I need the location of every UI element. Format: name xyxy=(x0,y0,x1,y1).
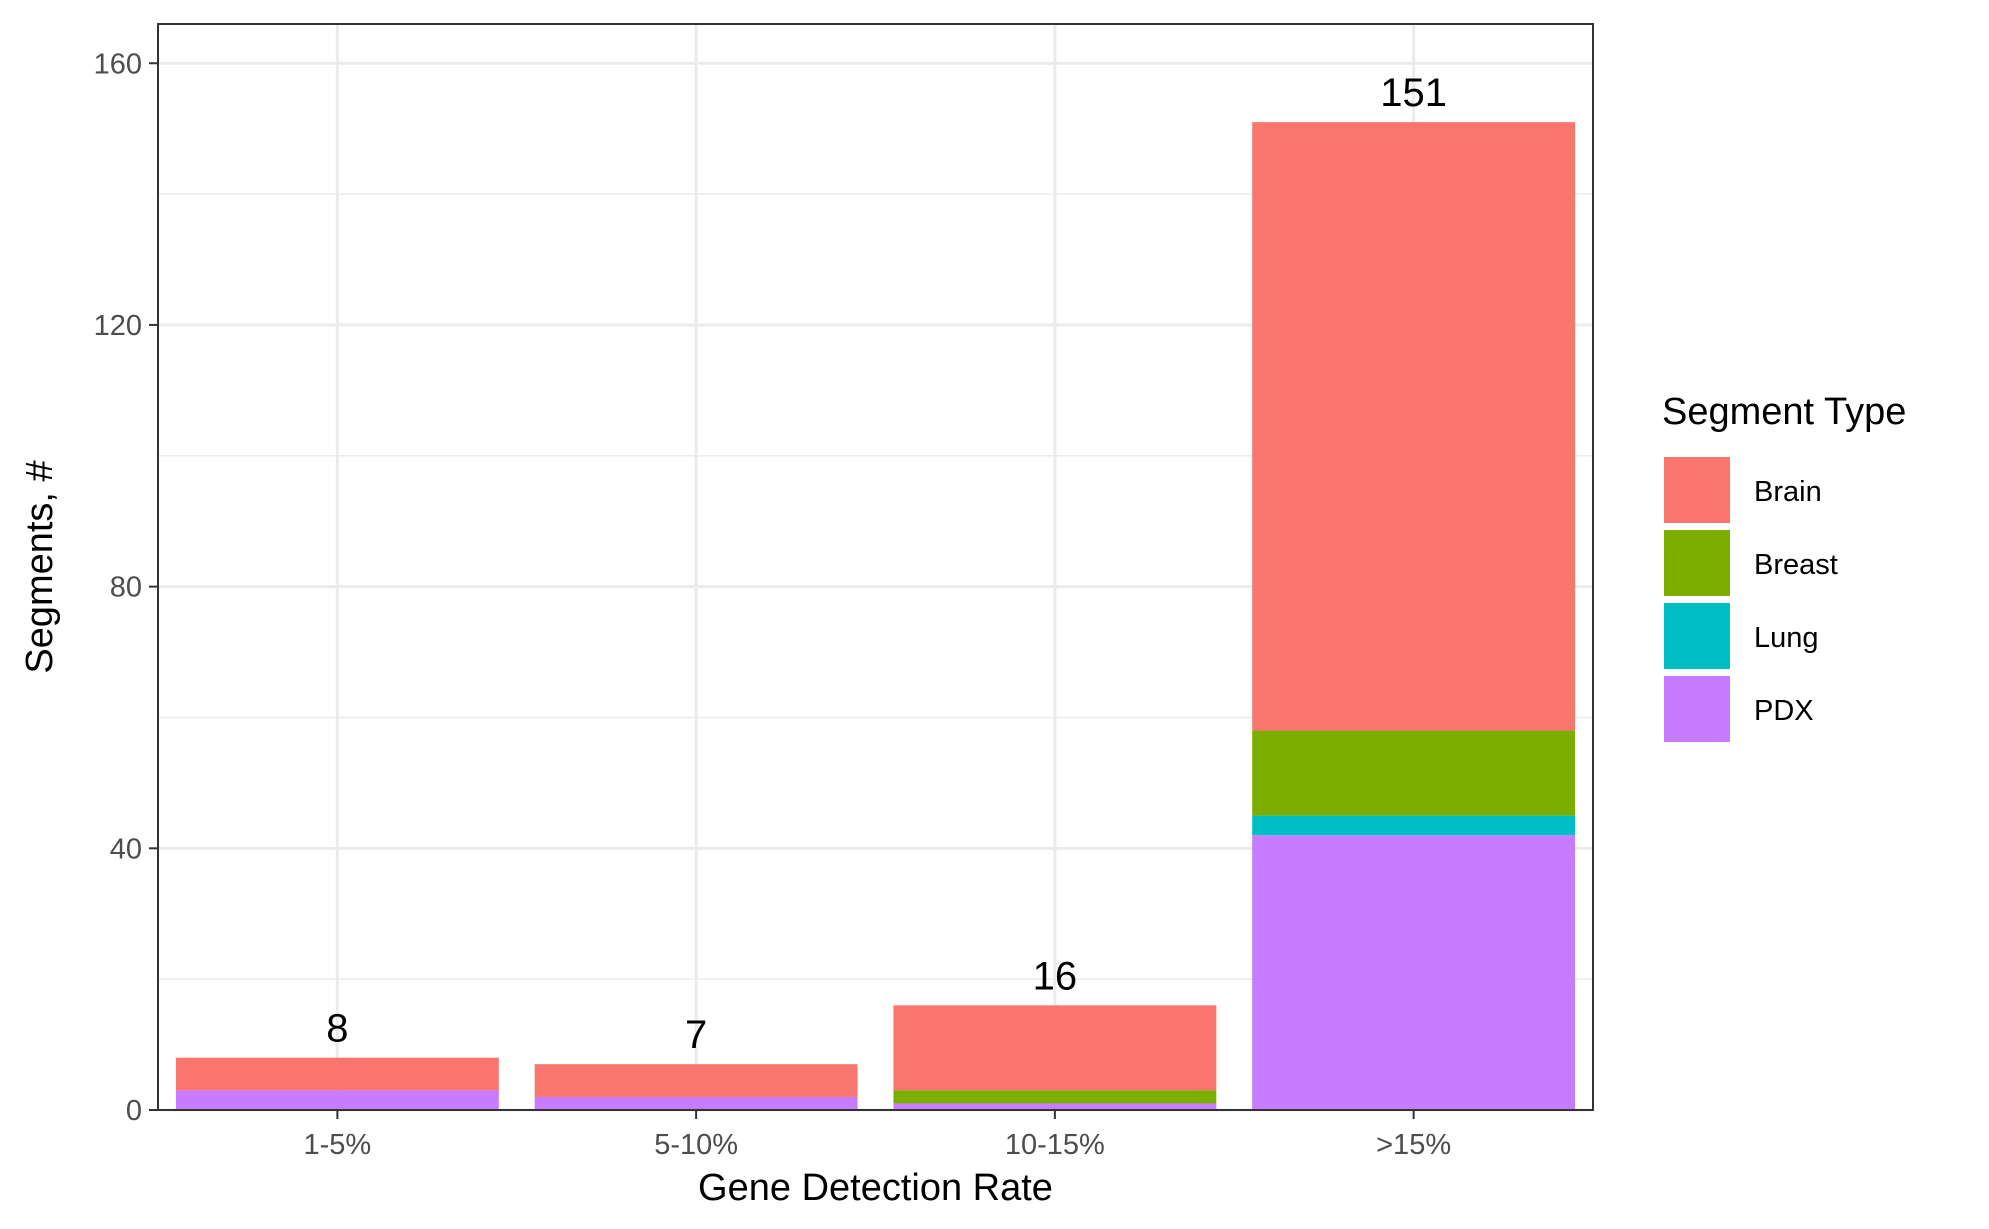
bar-pdx-2 xyxy=(534,1096,858,1110)
data-labels: 8 7 16 151 xyxy=(326,71,1447,1057)
y-tick-label: 80 xyxy=(110,572,142,604)
x-axis: 1-5% 5-10% 10-15% >15% xyxy=(304,1110,1451,1161)
legend-label-breast: Breast xyxy=(1754,549,1838,581)
y-tick-label: 40 xyxy=(110,833,142,865)
x-axis-title: Gene Detection Rate xyxy=(698,1167,1053,1209)
bar-brain-4 xyxy=(1252,122,1576,731)
total-label: 16 xyxy=(1033,954,1078,998)
x-tick-label: 5-10% xyxy=(654,1129,738,1161)
bar-breast-3 xyxy=(893,1090,1217,1104)
x-tick-label: 10-15% xyxy=(1005,1129,1105,1161)
y-tick-label: 120 xyxy=(94,310,142,342)
legend-key-brain xyxy=(1664,457,1730,523)
legend: Segment Type Brain Breast Lung PDX xyxy=(1662,391,1906,742)
bar-brain-2 xyxy=(534,1064,858,1097)
panel-border xyxy=(157,23,1594,1111)
bar-group xyxy=(175,122,1576,1110)
bar-pdx-3 xyxy=(893,1103,1217,1110)
total-label: 151 xyxy=(1380,71,1447,115)
bar-brain-1 xyxy=(175,1057,499,1091)
bar-brain-3 xyxy=(893,1005,1217,1091)
x-tick-label: >15% xyxy=(1376,1129,1451,1161)
bar-pdx-4 xyxy=(1252,835,1576,1110)
bar-breast-4 xyxy=(1252,730,1576,816)
total-label: 8 xyxy=(326,1007,348,1051)
legend-title: Segment Type xyxy=(1662,391,1906,433)
legend-label-lung: Lung xyxy=(1754,622,1819,654)
x-tick-label: 1-5% xyxy=(304,1129,372,1161)
bar-pdx-1 xyxy=(175,1090,499,1110)
legend-label-brain: Brain xyxy=(1754,476,1822,508)
legend-key-pdx xyxy=(1664,676,1730,742)
legend-label-pdx: PDX xyxy=(1754,695,1814,727)
y-tick-label: 160 xyxy=(94,48,142,80)
legend-key-breast xyxy=(1664,530,1730,596)
y-axis-title: Segments, # xyxy=(19,460,61,673)
legend-key-lung xyxy=(1664,603,1730,669)
bar-lung-4 xyxy=(1252,815,1576,836)
y-tick-label: 0 xyxy=(126,1095,142,1127)
y-axis: 0 40 80 120 160 xyxy=(94,48,158,1127)
total-label: 7 xyxy=(685,1013,707,1057)
